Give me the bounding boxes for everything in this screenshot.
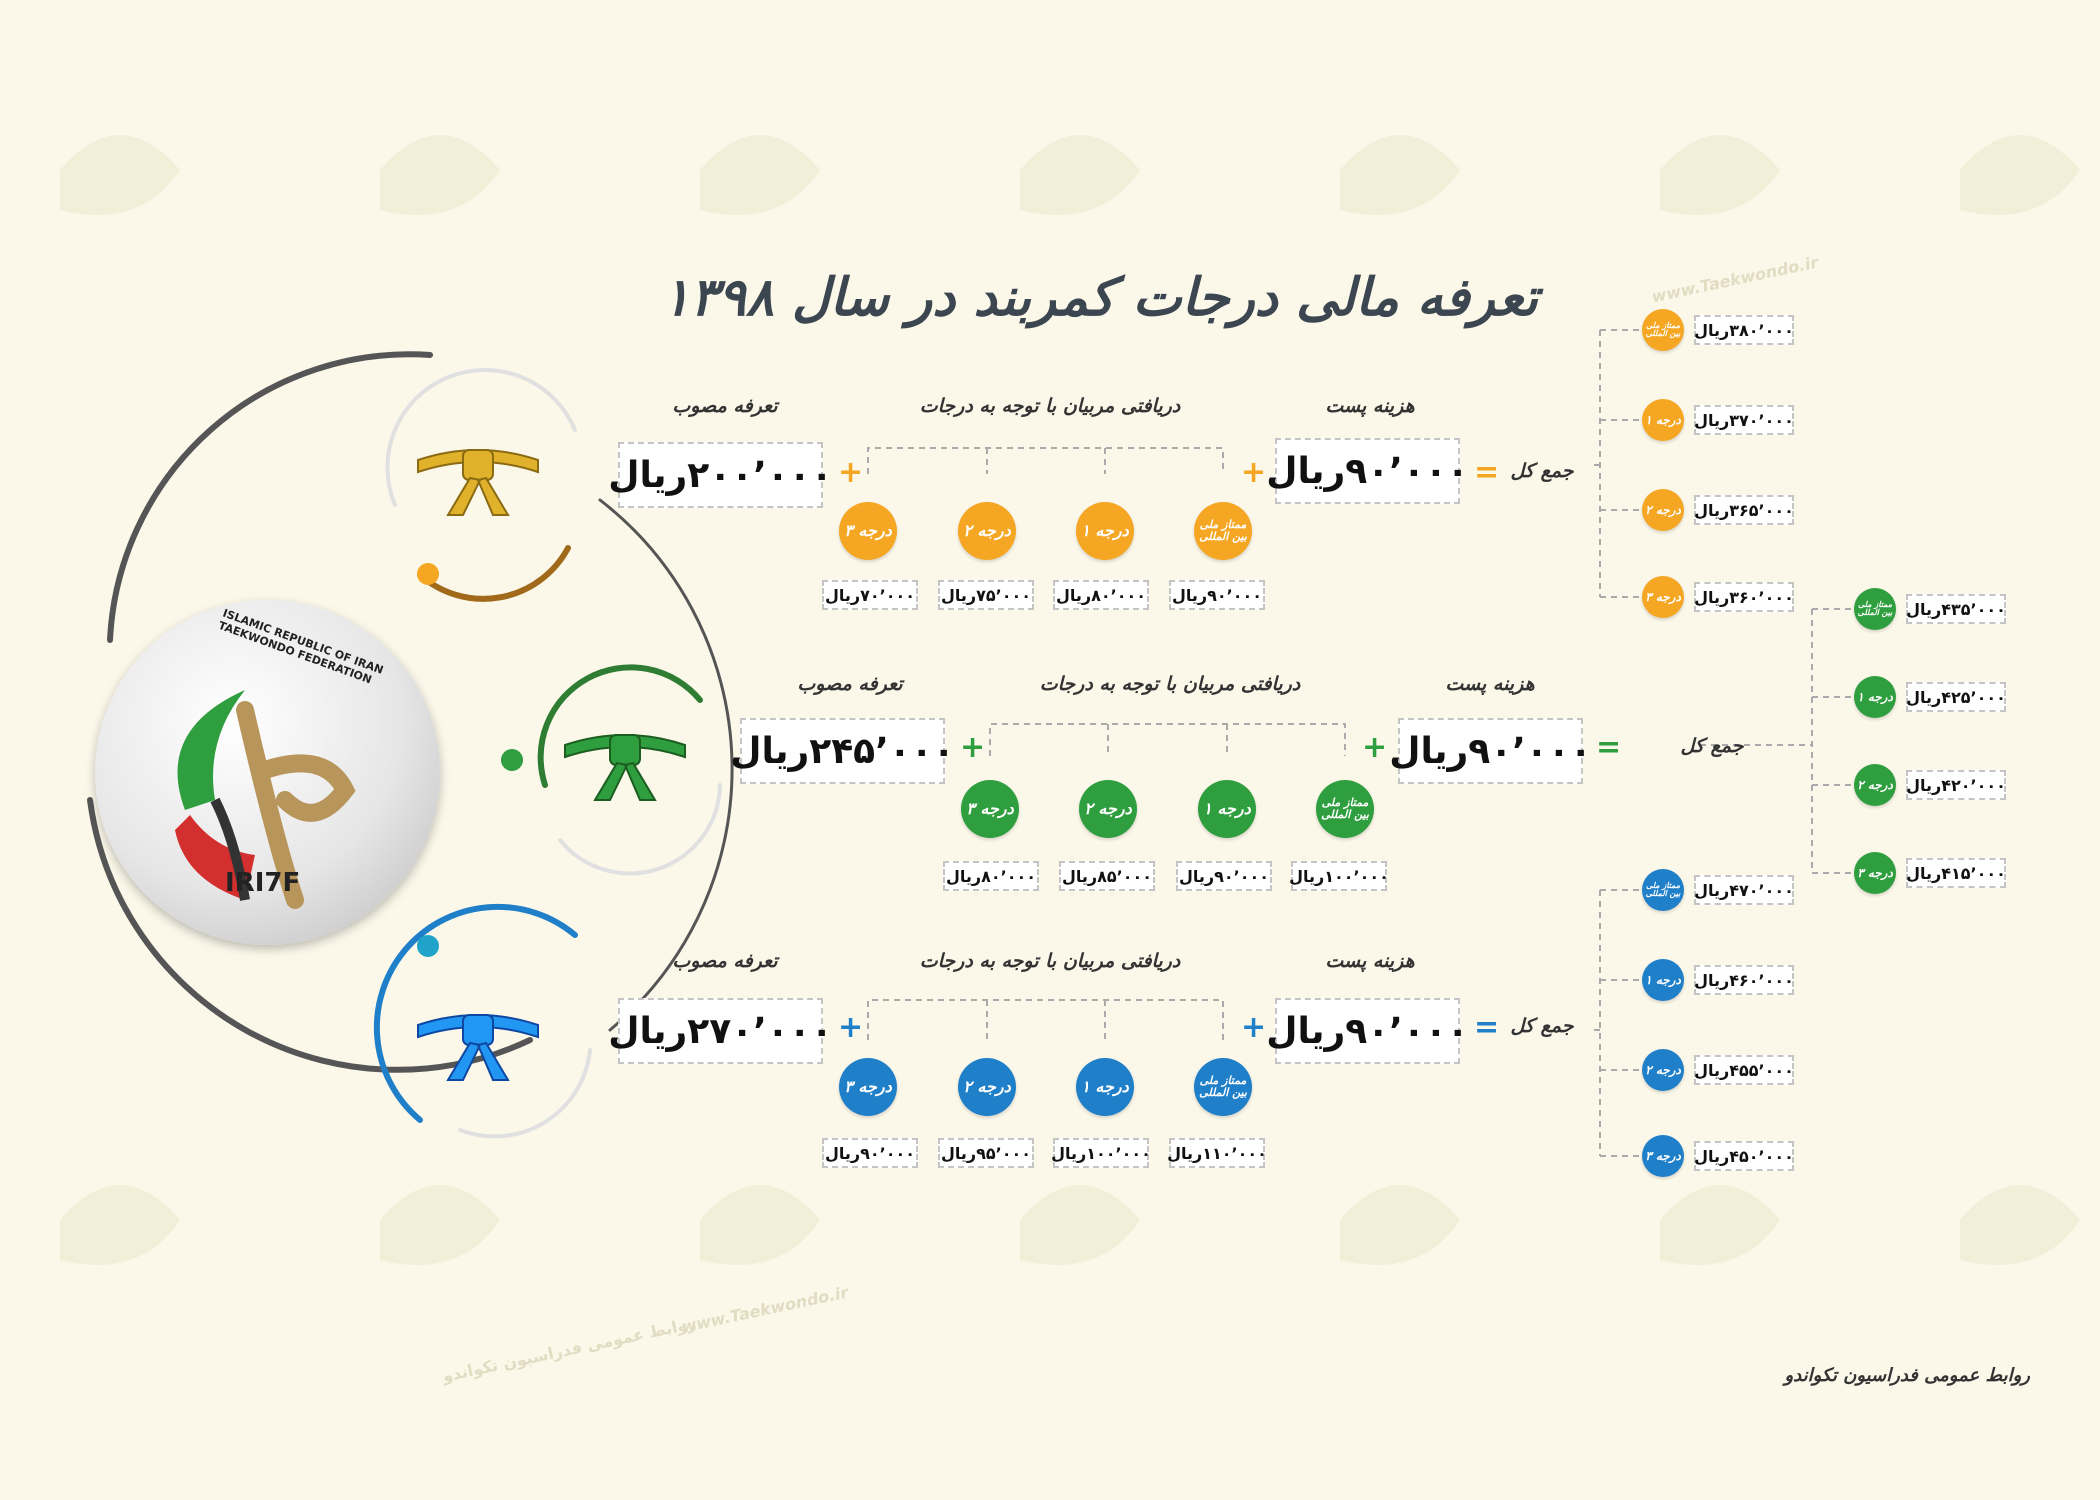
yellow-post-value: ۹۰٬۰۰۰ریال: [1266, 438, 1469, 504]
blue-equals: =: [1474, 1010, 1500, 1045]
green-post-label: هزینه پست: [1445, 673, 1535, 695]
green-grade-2: درجه ۲: [1079, 780, 1137, 838]
green-equals: =: [1596, 730, 1622, 765]
green-total-label: جمع کل: [1680, 735, 1744, 757]
blue-post-label: هزینه پست: [1325, 950, 1415, 972]
footer-credit: روابط عمومی فدراسیون تکواندو: [1784, 1365, 2030, 1386]
blue-total-label: جمع کل: [1510, 1015, 1574, 1037]
blue-total-elite-badge: ممتاز ملی بین المللی: [1642, 869, 1684, 911]
green-grade-2-value: ۸۵٬۰۰۰ریال: [1059, 861, 1155, 891]
green-grade-3: درجه ۳: [961, 780, 1019, 838]
yellow-equals: =: [1474, 455, 1500, 490]
logo-abbr: IRI7F: [225, 868, 301, 898]
green-grade-1-value: ۹۰٬۰۰۰ریال: [1176, 861, 1272, 891]
blue-grade-3-value: ۹۰٬۰۰۰ریال: [822, 1138, 918, 1168]
blue-total-elite-value: ۴۷۰٬۰۰۰ریال: [1694, 875, 1794, 905]
yellow-grade-elite-value: ۹۰٬۰۰۰ریال: [1169, 580, 1265, 610]
blue-total-grade3-badge: درجه ۳: [1642, 1135, 1684, 1177]
green-grade-elite-value: ۱۰۰٬۰۰۰ریال: [1289, 861, 1389, 891]
green-coaches-label: دریافتی مربیان با توجه به درجات: [1039, 673, 1301, 695]
green-grade-1: درجه ۱: [1198, 780, 1256, 838]
yellow-post-label: هزینه پست: [1325, 395, 1415, 417]
yellow-total-elite-value: ۳۸۰٬۰۰۰ریال: [1694, 315, 1794, 345]
green-total-grade2-value: ۴۲۰٬۰۰۰ریال: [1906, 770, 2006, 800]
blue-total-grade2-value: ۴۵۵٬۰۰۰ریال: [1694, 1055, 1794, 1085]
federation-logo: ISLAMIC REPUBLIC OF IRAN TAEKWONDO FEDER…: [95, 600, 440, 945]
yellow-plus-1: +: [838, 455, 864, 490]
green-total-elite-value: ۴۳۵٬۰۰۰ریال: [1906, 594, 2006, 624]
blue-approved-value: ۲۷۰٬۰۰۰ریال: [608, 998, 833, 1064]
blue-plus-1: +: [838, 1010, 864, 1045]
yellow-approved-label: تعرفه مصوب: [672, 395, 778, 417]
yellow-total-grade1-badge: درجه ۱: [1642, 399, 1684, 441]
blue-grade-2-value: ۹۵٬۰۰۰ریال: [938, 1138, 1034, 1168]
yellow-plus-2: +: [1241, 455, 1267, 490]
blue-grade-2: درجه ۲: [958, 1058, 1016, 1116]
green-grade-elite: ممتاز ملی بین المللی: [1316, 780, 1374, 838]
blue-grade-elite-value: ۱۱۰٬۰۰۰ریال: [1167, 1138, 1267, 1168]
yellow-grade-2-value: ۷۵٬۰۰۰ریال: [938, 580, 1034, 610]
yellow-total-grade2-value: ۳۶۵٬۰۰۰ریال: [1694, 495, 1794, 525]
yellow-total-grade2-badge: درجه ۲: [1642, 489, 1684, 531]
yellow-total-elite-badge: ممتاز ملی بین المللی: [1642, 309, 1684, 351]
yellow-grade-3-value: ۷۰٬۰۰۰ریال: [822, 580, 918, 610]
blue-approved-label: تعرفه مصوب: [672, 950, 778, 972]
green-approved-label: تعرفه مصوب: [797, 673, 903, 695]
blue-grade-1: درجه ۱: [1076, 1058, 1134, 1116]
yellow-grade-2: درجه ۲: [958, 502, 1016, 560]
green-total-elite-badge: ممتاز ملی بین المللی: [1854, 588, 1896, 630]
blue-grade-3: درجه ۳: [839, 1058, 897, 1116]
yellow-total-label: جمع کل: [1510, 460, 1574, 482]
green-total-grade1-badge: درجه ۱: [1854, 676, 1896, 718]
yellow-grade-1-value: ۸۰٬۰۰۰ریال: [1053, 580, 1149, 610]
blue-grade-1-value: ۱۰۰٬۰۰۰ریال: [1051, 1138, 1151, 1168]
yellow-grade-1: درجه ۱: [1076, 502, 1134, 560]
green-approved-value: ۲۴۵٬۰۰۰ریال: [730, 718, 955, 784]
logo-emblem: [175, 690, 356, 909]
blue-plus-2: +: [1241, 1010, 1267, 1045]
yellow-grade-elite: ممتاز ملی بین المللی: [1194, 502, 1252, 560]
green-total-grade2-badge: درجه ۲: [1854, 764, 1896, 806]
green-belt-icon: [555, 705, 695, 805]
green-grade-3-value: ۸۰٬۰۰۰ریال: [943, 861, 1039, 891]
yellow-approved-value: ۲۰۰٬۰۰۰ریال: [608, 442, 833, 508]
green-total-grade3-value: ۴۱۵٬۰۰۰ریال: [1906, 858, 2006, 888]
blue-total-grade1-value: ۴۶۰٬۰۰۰ریال: [1694, 965, 1794, 995]
green-plus-1: +: [960, 730, 986, 765]
blue-belt-icon: [408, 985, 548, 1085]
blue-post-value: ۹۰٬۰۰۰ریال: [1266, 998, 1469, 1064]
blue-total-grade2-badge: درجه ۲: [1642, 1049, 1684, 1091]
yellow-coaches-label: دریافتی مربیان با توجه به درجات: [919, 395, 1181, 417]
blue-grade-elite: ممتاز ملی بین المللی: [1194, 1058, 1252, 1116]
blue-coaches-label: دریافتی مربیان با توجه به درجات: [919, 950, 1181, 972]
green-plus-2: +: [1362, 730, 1388, 765]
yellow-belt-icon: [408, 420, 548, 520]
blue-total-grade1-badge: درجه ۱: [1642, 959, 1684, 1001]
green-total-grade1-value: ۴۲۵٬۰۰۰ریال: [1906, 682, 2006, 712]
green-total-grade3-badge: درجه ۳: [1854, 852, 1896, 894]
yellow-total-grade3-badge: درجه ۳: [1642, 576, 1684, 618]
blue-total-grade3-value: ۴۵۰٬۰۰۰ریال: [1694, 1141, 1794, 1171]
yellow-total-grade1-value: ۳۷۰٬۰۰۰ریال: [1694, 405, 1794, 435]
page-title: تعرفه مالی درجات کمربند در سال ۱۳۹۸: [662, 268, 1538, 328]
yellow-grade-3: درجه ۳: [839, 502, 897, 560]
green-post-value: ۹۰٬۰۰۰ریال: [1389, 718, 1592, 784]
yellow-total-grade3-value: ۳۶۰٬۰۰۰ریال: [1694, 582, 1794, 612]
